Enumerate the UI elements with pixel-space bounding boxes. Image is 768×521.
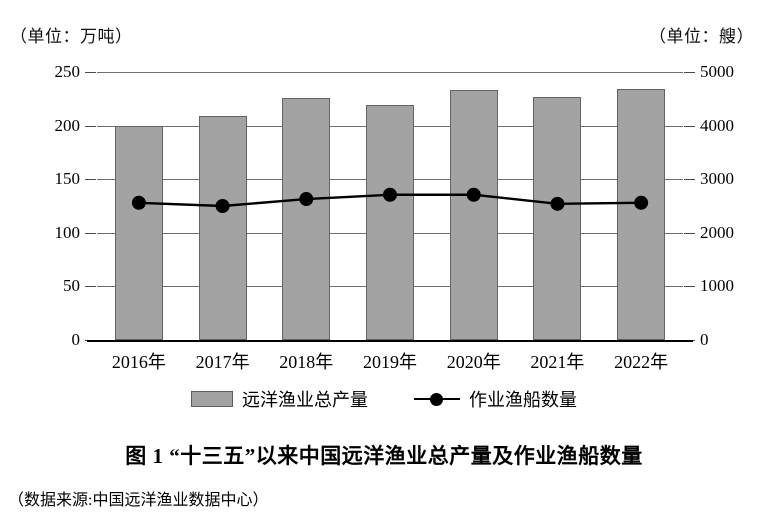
plot-area: 0 0 50 1000 100 2000 150 3000 200 4000 250 5000 作业渔… (55, 63, 735, 348)
line-marker-2018年: 作业渔船数量 2018年: 2630艘 (299, 192, 314, 207)
y2-axis-tick (684, 232, 695, 234)
bar-2016年 (114, 125, 163, 340)
legend-line-swatch-icon (414, 392, 460, 406)
y-axis-tick (85, 125, 96, 127)
y-axis-tick (85, 179, 96, 181)
bar-2022年 (617, 89, 666, 340)
bar-2021年 (533, 96, 582, 340)
y-axis-tick-label: 0 (71, 330, 81, 349)
y2-axis-tick (684, 72, 695, 73)
line-marker-2016年: 作业渔船数量 2016年: 2560艘 (131, 195, 146, 210)
y2-axis-tick-label: 3000 (700, 169, 734, 189)
bar-2017年 (198, 115, 247, 340)
y-axis-tick (85, 286, 96, 288)
x-axis-tick-label: 2016年 (111, 352, 166, 372)
y2-axis-tick (684, 125, 695, 127)
y2-axis-tick-label: 2000 (700, 222, 734, 242)
y2-axis-tick (684, 286, 695, 288)
left-axis-unit-label: （单位：万吨） (10, 27, 133, 46)
y2-axis-tick-label: 0 (700, 330, 709, 349)
x-axis-tick-label: 2017年 (195, 352, 250, 372)
bar-2019年 (366, 105, 414, 340)
y2-axis-tick-label: 1000 (700, 276, 734, 296)
bar-2018年 (282, 97, 331, 340)
x-axis-tick-label: 2020年 (446, 352, 501, 372)
y-axis-tick (85, 232, 96, 234)
y-axis-tick-label: 200 (54, 115, 81, 135)
legend-item-bar: 远洋渔业总产量 (191, 386, 368, 412)
line-marker-2019年: 作业渔船数量 2019年: 2710艘 (383, 187, 397, 202)
x-axis-tick-label: 2021年 (530, 352, 585, 372)
x-axis-tick-label: 2019年 (363, 352, 417, 372)
line-marker-2017年: 作业渔船数量 2017年: 2500艘 (215, 199, 230, 213)
line-series-layer: 作业渔船数量 2016年: 2560艘 作业渔船数量 2017年: 2500艘 作业… (131, 187, 649, 213)
line-marker-2020年: 作业渔船数量 2020年: 2710艘 (466, 187, 481, 202)
y-axis-tick-label: 50 (63, 276, 80, 296)
chart-title: 图 1 “十三五”以来中国远洋渔业总产量及作业渔船数量 (125, 444, 643, 468)
legend-bar-swatch-icon (191, 391, 233, 407)
y-axis-tick-label: 250 (54, 62, 81, 81)
y2-axis-tick-label: 4000 (700, 115, 734, 135)
x-axis-baseline (87, 340, 693, 342)
right-axis-unit-label: （单位：艘） (649, 27, 754, 46)
legend-bar-label: 远洋渔业总产量 (242, 390, 368, 410)
gridline (97, 72, 683, 73)
x-axis-tick-label: 2018年 (279, 352, 334, 372)
y-axis-tick-label: 100 (54, 222, 81, 242)
line-marker-2021年: 作业渔船数量 2021年: 2540艘 (550, 196, 565, 211)
y-axis-tick (85, 72, 96, 73)
source-note: （数据来源:中国远洋渔业数据中心） (8, 492, 269, 509)
y-axis-tick-label: 150 (54, 169, 81, 189)
y2-axis-tick (684, 179, 695, 181)
chart-legend: 远洋渔业总产量 作业渔船数量 (0, 386, 768, 412)
legend-line-marker-icon (430, 393, 443, 406)
line-marker-2022年: 作业渔船数量 2022年: 2560艘 (634, 195, 649, 210)
legend-line-label: 作业渔船数量 (469, 390, 577, 410)
legend-item-line: 作业渔船数量 (414, 386, 577, 412)
bar-2020年 (449, 90, 498, 340)
x-axis-tick-label: 2022年 (614, 352, 669, 372)
y2-axis-tick-label: 5000 (700, 62, 734, 81)
